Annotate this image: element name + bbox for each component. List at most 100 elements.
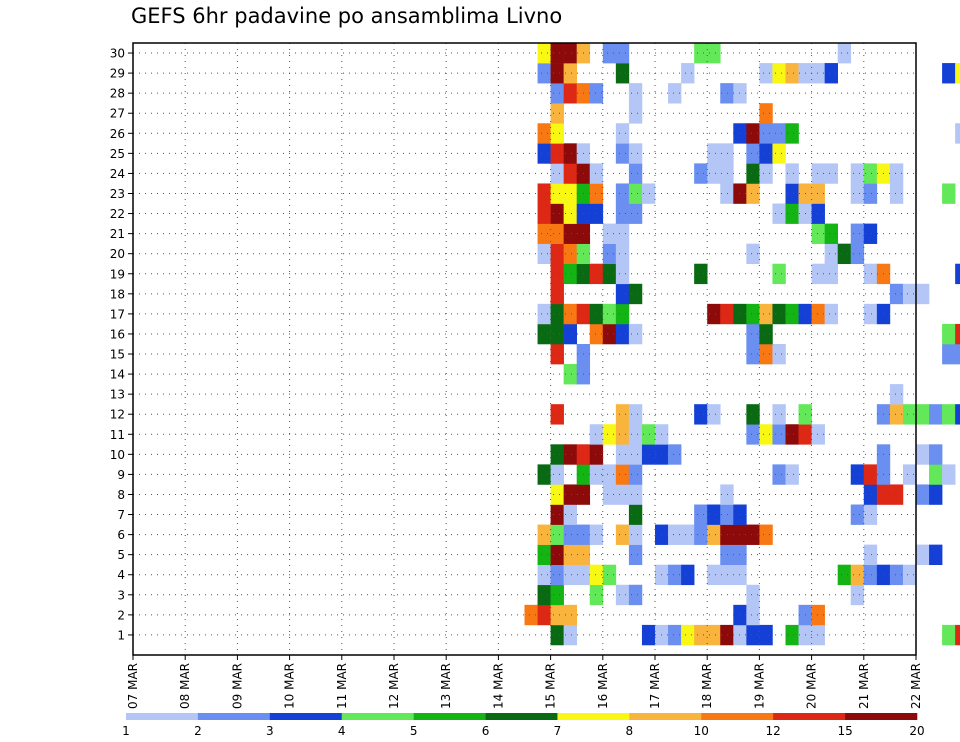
heatmap-cell [668, 83, 682, 104]
heatmap-cell [563, 163, 577, 184]
heatmap-cell [863, 183, 878, 204]
heatmap-cell [889, 564, 904, 586]
heatmap-cell [889, 484, 904, 505]
heatmap-cell [589, 203, 604, 224]
y-tick-label: 23 [110, 187, 125, 201]
heatmap-cell [681, 524, 695, 545]
legend-swatch [341, 713, 414, 720]
heatmap-cell [746, 624, 760, 646]
heatmap-cell [628, 464, 643, 485]
heatmap-cell [537, 584, 551, 606]
heatmap-cell [681, 63, 695, 84]
heatmap-cell [746, 323, 760, 345]
x-axis: 07 MAR 08 MAR 09 MAR 10 MAR 11 MAR 12 MAR 13 M… [126, 655, 923, 709]
legend-label: 1 [122, 724, 130, 738]
heatmap-cell [772, 123, 786, 144]
x-tick-label: 16 MAR [596, 663, 610, 709]
heatmap-cell [746, 424, 760, 445]
heatmap-cell [759, 624, 773, 646]
heatmap-cell [837, 564, 852, 586]
heatmap-cell [628, 183, 643, 204]
heatmap-cell [942, 343, 956, 365]
y-tick-label: 3 [117, 588, 125, 602]
heatmap-cell [615, 243, 630, 265]
heatmap-cell [563, 364, 577, 385]
heatmap-cell [785, 303, 799, 325]
heatmap-cell [746, 123, 760, 144]
heatmap-cell [863, 263, 878, 285]
legend-label: 10 [694, 724, 709, 738]
heatmap-cell [759, 163, 773, 184]
heatmap-cell [550, 143, 564, 164]
x-tick-label: 15 MAR [544, 663, 558, 709]
heatmap-cell [955, 323, 960, 345]
heatmap-cell [707, 143, 721, 164]
heatmap-cell [942, 63, 956, 84]
heatmap-cell [889, 183, 904, 204]
heatmap-cell [550, 504, 564, 525]
heatmap-cell [641, 624, 656, 646]
heatmap-cell [537, 143, 551, 164]
heatmap-cell [824, 243, 838, 265]
heatmap-cell [942, 404, 956, 425]
heatmap-cell [759, 343, 773, 365]
heatmap-cell [824, 303, 838, 325]
heatmap-cell [746, 143, 760, 164]
heatmap-cell [563, 564, 577, 586]
heatmap-cell [550, 63, 564, 84]
heatmap-cell [628, 163, 643, 184]
heatmap-cell [563, 263, 577, 285]
heatmap-cell [694, 43, 708, 64]
heatmap-cell [563, 544, 577, 566]
heatmap-cell [615, 484, 630, 505]
heatmap-cell [589, 464, 604, 485]
heatmap-cell [785, 203, 799, 224]
heatmap-cell [550, 624, 564, 646]
heatmap-cell [942, 323, 956, 345]
heatmap-cell [563, 63, 577, 84]
heatmap-cell [550, 223, 564, 244]
heatmap-cell [694, 624, 708, 646]
y-tick-label: 25 [110, 147, 125, 161]
heatmap-cell [615, 203, 630, 224]
x-tick-label: 22 MAR [909, 663, 923, 709]
heatmap-cell [615, 283, 630, 305]
heatmap-cell [641, 424, 656, 445]
y-tick-label: 21 [110, 227, 125, 241]
legend-swatch [845, 713, 918, 720]
heatmap-cell [589, 183, 604, 204]
heatmap-cell [563, 143, 577, 164]
x-tick-label: 21 MAR [857, 663, 871, 709]
heatmap-cell [563, 43, 577, 64]
heatmap-cell [955, 624, 960, 646]
heatmap-cell [628, 404, 643, 425]
heatmap-cell [746, 303, 760, 325]
heatmap-cell [720, 624, 734, 646]
heatmap-cell [524, 604, 538, 626]
heatmap-cell [811, 163, 825, 184]
heatmap-cell [681, 624, 695, 646]
heatmap-cell [615, 183, 630, 204]
heatmap-cell [837, 243, 852, 265]
y-tick-label: 30 [110, 47, 125, 61]
heatmap-cell [916, 444, 930, 465]
y-tick-label: 17 [110, 307, 125, 321]
y-axis: 1234567891011121314151617181920212223242… [110, 47, 133, 642]
heatmap-cell [759, 424, 773, 445]
heatmap-cell [955, 63, 960, 84]
heatmap-cell [837, 43, 852, 64]
heatmap-cell [720, 143, 734, 164]
heatmap-cell [916, 484, 930, 505]
legend-swatch [773, 713, 846, 720]
heatmap-cell [641, 183, 656, 204]
heatmap-cell [550, 123, 564, 144]
legend-label: 4 [338, 724, 346, 738]
heatmap-cell [772, 263, 786, 285]
heatmap-cell [550, 464, 564, 485]
x-tick-label: 20 MAR [805, 663, 819, 709]
heatmap-cell [785, 464, 799, 485]
y-tick-label: 5 [117, 548, 125, 562]
heatmap-cell [537, 43, 551, 64]
y-tick-label: 29 [110, 67, 125, 81]
heatmap-cell [668, 564, 682, 586]
